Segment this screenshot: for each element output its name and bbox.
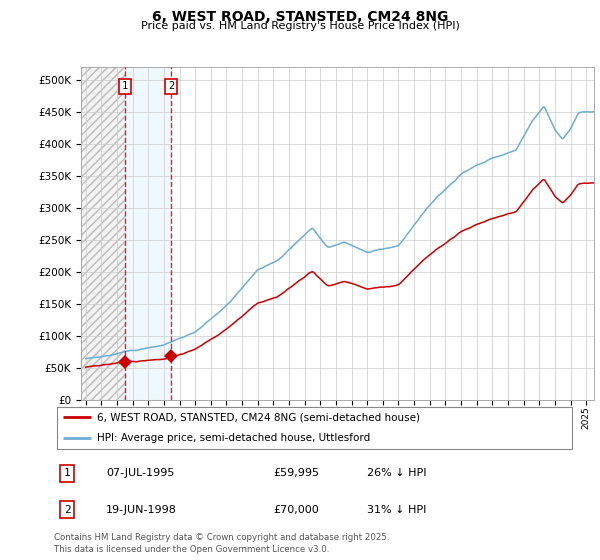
Text: HPI: Average price, semi-detached house, Uttlesford: HPI: Average price, semi-detached house,… — [97, 433, 370, 444]
Text: £59,995: £59,995 — [273, 468, 319, 478]
Bar — [81, 67, 125, 400]
Bar — [125, 67, 171, 400]
Text: 1: 1 — [64, 468, 70, 478]
Text: 6, WEST ROAD, STANSTED, CM24 8NG: 6, WEST ROAD, STANSTED, CM24 8NG — [152, 10, 448, 24]
Text: 2: 2 — [64, 505, 70, 515]
Text: 19-JUN-1998: 19-JUN-1998 — [106, 505, 177, 515]
Text: 2: 2 — [168, 81, 175, 91]
Bar — [81, 67, 125, 400]
Text: £70,000: £70,000 — [273, 505, 319, 515]
Text: 07-JUL-1995: 07-JUL-1995 — [106, 468, 175, 478]
Text: 6, WEST ROAD, STANSTED, CM24 8NG (semi-detached house): 6, WEST ROAD, STANSTED, CM24 8NG (semi-d… — [97, 412, 420, 422]
FancyBboxPatch shape — [56, 407, 572, 449]
Text: 1: 1 — [122, 81, 128, 91]
Text: Contains HM Land Registry data © Crown copyright and database right 2025.
This d: Contains HM Land Registry data © Crown c… — [54, 533, 389, 554]
Text: Price paid vs. HM Land Registry's House Price Index (HPI): Price paid vs. HM Land Registry's House … — [140, 21, 460, 31]
Text: 31% ↓ HPI: 31% ↓ HPI — [367, 505, 427, 515]
Text: 26% ↓ HPI: 26% ↓ HPI — [367, 468, 427, 478]
